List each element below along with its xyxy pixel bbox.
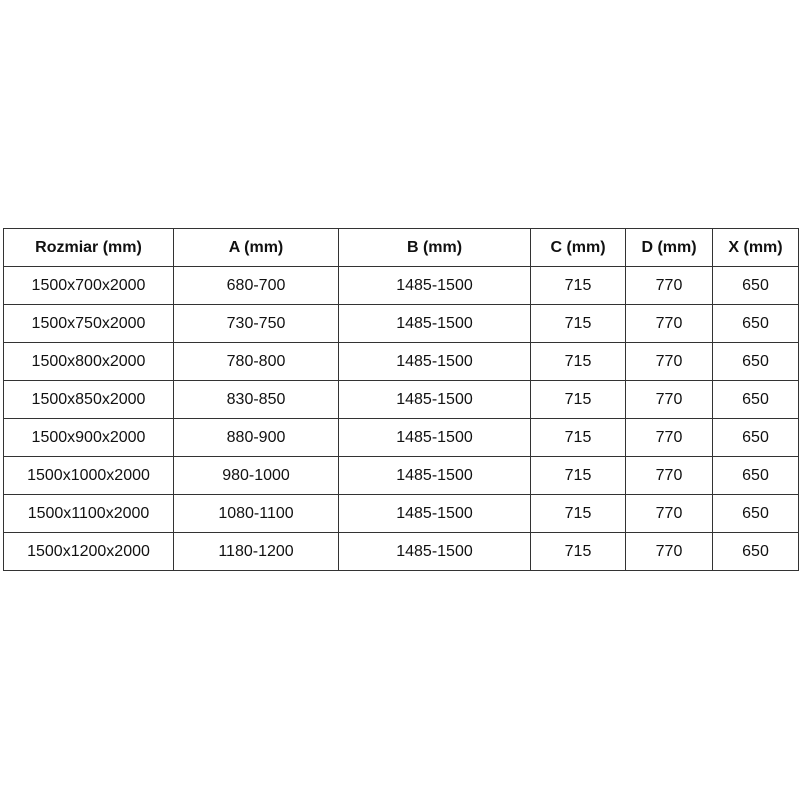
cell-d: 770 [625, 418, 713, 457]
cell-d: 770 [625, 456, 713, 495]
cell-d: 770 [625, 532, 713, 571]
cell-b: 1485-1500 [338, 418, 531, 457]
cell-b: 1485-1500 [338, 342, 531, 381]
cell-a: 680-700 [173, 266, 339, 305]
cell-x: 650 [712, 342, 799, 381]
cell-b: 1485-1500 [338, 266, 531, 305]
header-row: Rozmiar (mm) A (mm) B (mm) C (mm) D (mm)… [3, 228, 799, 267]
table-row: 1500x1200x2000 1180-1200 1485-1500 715 770 65… [3, 532, 799, 571]
cell-x: 650 [712, 266, 799, 305]
header-x: X (mm) [712, 228, 799, 267]
cell-size: 1500x700x2000 [3, 266, 174, 305]
cell-a: 830-850 [173, 380, 339, 419]
cell-d: 770 [625, 304, 713, 343]
cell-c: 715 [530, 380, 626, 419]
cell-a: 730-750 [173, 304, 339, 343]
cell-x: 650 [712, 418, 799, 457]
table-row: 1500x750x2000 730-750 1485-1500 715 770 650 [3, 304, 799, 343]
cell-size: 1500x800x2000 [3, 342, 174, 381]
table-row: 1500x700x2000 680-700 1485-1500 715 770 650 [3, 266, 799, 305]
cell-d: 770 [625, 380, 713, 419]
cell-size: 1500x1200x2000 [3, 532, 174, 571]
cell-a: 880-900 [173, 418, 339, 457]
cell-c: 715 [530, 418, 626, 457]
table-row: 1500x800x2000 780-800 1485-1500 715 770 650 [3, 342, 799, 381]
cell-a: 780-800 [173, 342, 339, 381]
cell-c: 715 [530, 456, 626, 495]
cell-b: 1485-1500 [338, 494, 531, 533]
cell-b: 1485-1500 [338, 380, 531, 419]
cell-size: 1500x1000x2000 [3, 456, 174, 495]
cell-x: 650 [712, 532, 799, 571]
cell-c: 715 [530, 304, 626, 343]
cell-d: 770 [625, 342, 713, 381]
cell-c: 715 [530, 342, 626, 381]
cell-size: 1500x900x2000 [3, 418, 174, 457]
cell-x: 650 [712, 380, 799, 419]
cell-c: 715 [530, 532, 626, 571]
header-size: Rozmiar (mm) [3, 228, 174, 267]
cell-x: 650 [712, 304, 799, 343]
header-b: B (mm) [338, 228, 531, 267]
table-row: 1500x900x2000 880-900 1485-1500 715 770 650 [3, 418, 799, 457]
table-row: 1500x1000x2000 980-1000 1485-1500 715 770 650 [3, 456, 799, 495]
cell-a: 980-1000 [173, 456, 339, 495]
header-c: C (mm) [530, 228, 626, 267]
cell-c: 715 [530, 266, 626, 305]
cell-size: 1500x750x2000 [3, 304, 174, 343]
header-a: A (mm) [173, 228, 339, 267]
cell-d: 770 [625, 266, 713, 305]
cell-b: 1485-1500 [338, 456, 531, 495]
dimensions-table: Rozmiar (mm) A (mm) B (mm) C (mm) D (mm)… [3, 228, 799, 571]
cell-a: 1180-1200 [173, 532, 339, 571]
cell-a: 1080-1100 [173, 494, 339, 533]
cell-d: 770 [625, 494, 713, 533]
cell-b: 1485-1500 [338, 532, 531, 571]
table-row: 1500x850x2000 830-850 1485-1500 715 770 650 [3, 380, 799, 419]
cell-c: 715 [530, 494, 626, 533]
cell-b: 1485-1500 [338, 304, 531, 343]
header-d: D (mm) [625, 228, 713, 267]
cell-x: 650 [712, 494, 799, 533]
table-row: 1500x1100x2000 1080-1100 1485-1500 715 770 65… [3, 494, 799, 533]
cell-size: 1500x850x2000 [3, 380, 174, 419]
cell-size: 1500x1100x2000 [3, 494, 174, 533]
cell-x: 650 [712, 456, 799, 495]
